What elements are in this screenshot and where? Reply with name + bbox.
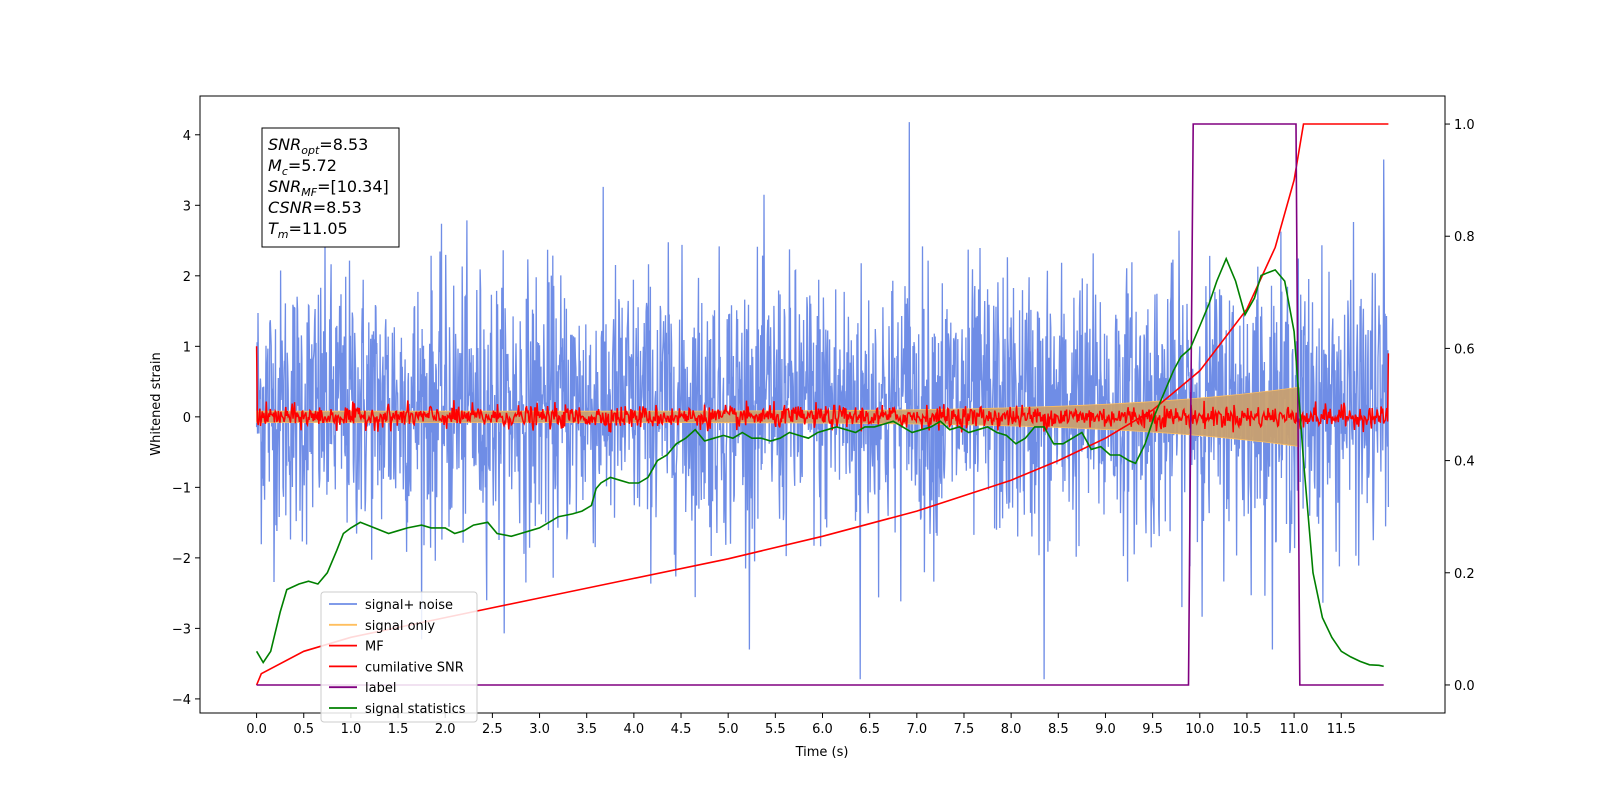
x-tick-label: 10.0 xyxy=(1185,722,1214,737)
axes: 0.0 0.5 1.0 1.5 2.0 2.5 3.0 3.5 4.0 4.5 5.0 5.5 6.0 6… xyxy=(172,118,1475,737)
x-tick-label: 2.0 xyxy=(435,722,456,737)
series-label xyxy=(256,123,1384,686)
info-box-frame xyxy=(261,127,400,248)
series-signal-noise xyxy=(255,122,1390,680)
x-tick-label: 10.5 xyxy=(1232,722,1261,737)
y-left-tick-label: −2 xyxy=(172,552,191,567)
y-left-tick-label: 3 xyxy=(183,199,191,214)
legend-label-label: label xyxy=(365,681,396,696)
y-right-tick-label: 0.2 xyxy=(1454,567,1475,582)
y-right-tick-label: 0.6 xyxy=(1454,342,1475,357)
info-box-row: Tm=11.05 xyxy=(268,219,348,241)
y-right-tick-label: 0.8 xyxy=(1454,230,1475,245)
y-left-tick-label: 2 xyxy=(183,270,191,285)
x-axis-label: Time (s) xyxy=(795,745,849,760)
y-left-tick-label: 1 xyxy=(183,340,191,355)
x-tick-label: 5.5 xyxy=(765,722,786,737)
x-tick-label: 6.0 xyxy=(812,722,833,737)
info-box-row: CSNR=8.53 xyxy=(268,198,362,217)
y-left-tick-label: 4 xyxy=(183,129,191,144)
y-axis-label: Whitened strain xyxy=(149,352,164,455)
x-tick-label: 8.5 xyxy=(1048,722,1069,737)
x-tick-label: 9.5 xyxy=(1142,722,1163,737)
x-tick-label: 7.0 xyxy=(906,722,927,737)
legend-frame xyxy=(320,591,478,723)
x-tick-label: 0.5 xyxy=(293,722,314,737)
x-tick-label: 1.0 xyxy=(341,722,362,737)
legend-label-signal-statistics: signal statistics xyxy=(365,702,466,717)
x-tick-label: 6.5 xyxy=(859,722,880,737)
legend-label-cumilative-snr: cumilative SNR xyxy=(365,660,464,675)
y-left-tick-label: 0 xyxy=(183,411,191,426)
x-tick-label: 0.0 xyxy=(246,722,267,737)
y-right-tick-label: 0.4 xyxy=(1454,455,1475,470)
y-left-tick-label: −4 xyxy=(172,693,191,708)
x-tick-label: 7.5 xyxy=(954,722,975,737)
x-tick-label: 8.0 xyxy=(1001,722,1022,737)
series-mf xyxy=(255,346,1390,433)
y-left-tick-label: −1 xyxy=(172,481,191,496)
info-box-row: SNRMF=[10.34] xyxy=(268,177,389,199)
y-right-tick-label: 0.0 xyxy=(1454,679,1475,694)
y-right-tick-label: 1.0 xyxy=(1454,118,1475,133)
info-box-row: SNRopt=8.53 xyxy=(268,135,368,157)
x-tick-label: 4.5 xyxy=(671,722,692,737)
info-box: SNRopt=8.53Mc=5.72SNRMF=[10.34]CSNR=8.53… xyxy=(261,127,400,248)
x-tick-label: 3.0 xyxy=(529,722,550,737)
legend: signal+ noise signal only MF cumilative SNR… xyxy=(320,591,478,723)
x-tick-label: 1.5 xyxy=(388,722,409,737)
info-box-row: Mc=5.72 xyxy=(268,156,337,178)
x-tick-label: 4.0 xyxy=(624,722,645,737)
x-tick-label: 3.5 xyxy=(576,722,597,737)
x-tick-label: 11.5 xyxy=(1327,722,1356,737)
legend-label-signal-noise: signal+ noise xyxy=(365,598,453,613)
x-tick-label: 11.0 xyxy=(1280,722,1309,737)
legend-label-mf: MF xyxy=(365,640,384,655)
x-tick-label: 9.0 xyxy=(1095,722,1116,737)
x-tick-label: 2.5 xyxy=(482,722,503,737)
y-left-tick-label: −3 xyxy=(172,622,191,637)
x-tick-label: 5.0 xyxy=(718,722,739,737)
series-signal-statistics xyxy=(255,256,1384,668)
legend-label-signal-only: signal only xyxy=(365,619,435,634)
